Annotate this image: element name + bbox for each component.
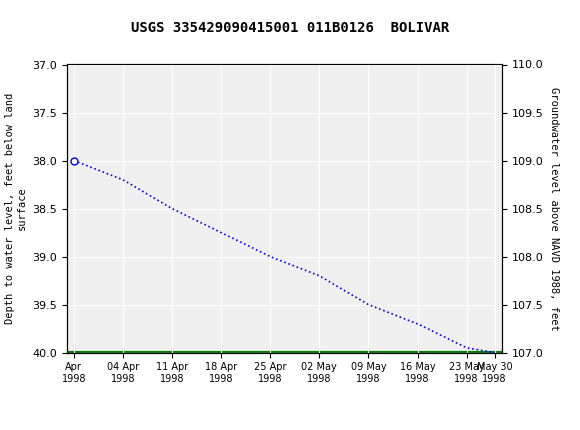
Text: USGS 335429090415001 011B0126  BOLIVAR: USGS 335429090415001 011B0126 BOLIVAR — [131, 21, 449, 35]
Y-axis label: Depth to water level, feet below land
surface: Depth to water level, feet below land su… — [5, 93, 27, 324]
Text: ≡USGS: ≡USGS — [12, 9, 66, 27]
Y-axis label: Groundwater level above NAVD 1988, feet: Groundwater level above NAVD 1988, feet — [549, 87, 559, 330]
